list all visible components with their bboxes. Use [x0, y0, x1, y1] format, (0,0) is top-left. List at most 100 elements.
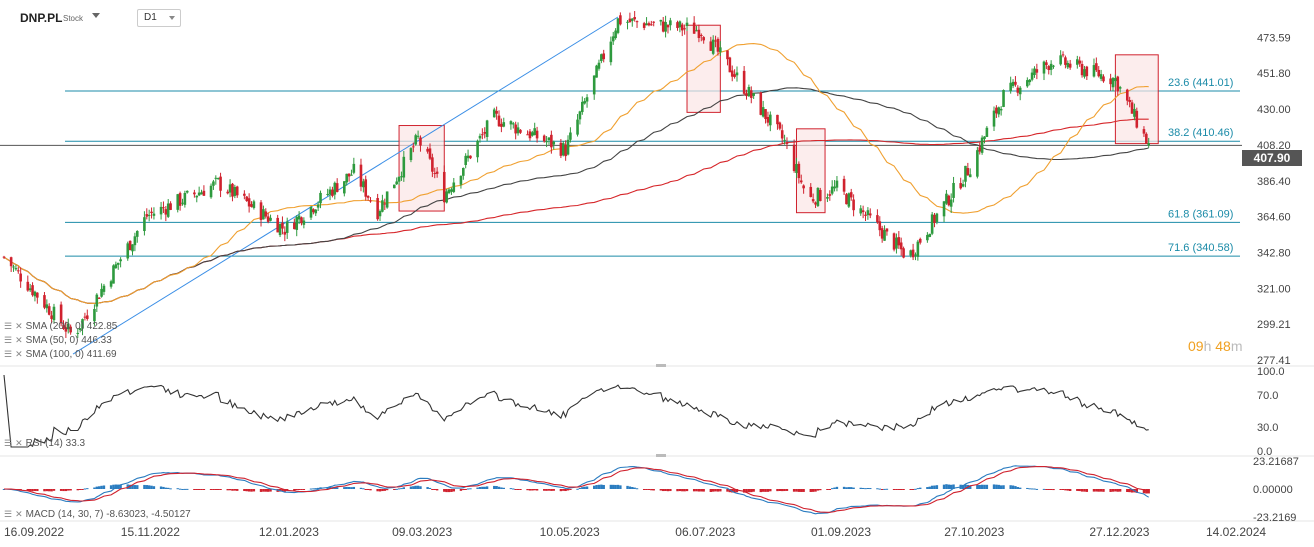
macd-histogram-bar	[52, 488, 56, 491]
macd-histogram-bar	[583, 486, 586, 489]
close-icon[interactable]: ✕	[15, 320, 23, 331]
macd-histogram-bar	[112, 484, 115, 489]
macd-histogram-bar	[250, 488, 253, 492]
close-icon[interactable]: ✕	[15, 334, 23, 345]
candle-body	[1133, 108, 1136, 117]
indicator-legend-sma200[interactable]: ☰ ✕ SMA (200, 0) 422.85	[4, 320, 117, 332]
indicator-legend-macd[interactable]: ☰ ✕ MACD (14, 30, 7) -8.63023, -4.50127	[4, 508, 191, 520]
panel-resize-handle[interactable]	[656, 454, 666, 457]
settings-icon[interactable]: ☰	[4, 348, 13, 359]
candle-body	[581, 101, 584, 113]
macd-histogram-bar	[1030, 488, 1034, 490]
macd-histogram-bar	[231, 488, 234, 491]
macd-histogram-bar	[514, 488, 517, 490]
macd-histogram-bar	[902, 488, 905, 490]
panel-resize-handle[interactable]	[656, 364, 666, 367]
macd-histogram-bar	[67, 488, 70, 491]
candle-body	[495, 110, 498, 114]
candle-body	[916, 241, 920, 257]
candle-body	[352, 163, 356, 173]
candle-body	[50, 315, 53, 319]
fibonacci-level-label: 71.6 (340.58)	[1168, 242, 1233, 254]
candle-body	[745, 93, 748, 97]
macd-histogram-bar	[226, 488, 229, 491]
macd-histogram-bar	[352, 486, 356, 489]
candle-body	[145, 214, 149, 217]
macd-histogram-bar	[343, 487, 346, 489]
macd-histogram-bar	[45, 488, 49, 492]
candle-body	[835, 180, 839, 188]
macd-histogram-bar	[781, 488, 784, 492]
settings-icon[interactable]: ☰	[4, 334, 13, 345]
macd-histogram-bar	[497, 486, 501, 489]
macd-histogram-bar	[1085, 488, 1089, 492]
macd-histogram-bar	[595, 485, 598, 489]
close-icon[interactable]: ✕	[15, 348, 23, 359]
close-icon[interactable]: ✕	[15, 508, 23, 519]
macd-histogram-bar	[535, 488, 539, 491]
candle-body	[619, 15, 622, 25]
macd-histogram-bar	[642, 488, 646, 490]
indicator-legend-sma100[interactable]: ☰ ✕ SMA (100, 0) 411.69	[4, 348, 117, 360]
macd-histogram-bar	[1147, 488, 1150, 494]
macd-histogram-bar	[581, 487, 584, 489]
candle-body	[752, 93, 755, 96]
candle-body	[1092, 65, 1096, 77]
timeframe-select[interactable]: D1	[137, 9, 181, 27]
candle-body	[335, 183, 339, 192]
candle-body	[776, 114, 779, 125]
rsi-axis-tick-label: 70.0	[1257, 390, 1278, 402]
settings-icon[interactable]: ☰	[4, 437, 13, 448]
countdown-minutes-unit: m	[1230, 338, 1243, 354]
candle-body	[395, 181, 398, 185]
settings-icon[interactable]: ☰	[4, 320, 13, 331]
candle-body	[483, 132, 487, 134]
timeframe-label: D1	[144, 12, 157, 23]
candle-body	[578, 111, 582, 120]
macd-histogram-bar	[1111, 488, 1115, 492]
countdown-hours: 09	[1188, 338, 1204, 354]
macd-histogram-bar	[961, 484, 965, 489]
macd-histogram-bar	[466, 488, 470, 490]
macd-histogram-bar	[766, 488, 770, 492]
macd-histogram-bar	[300, 488, 303, 490]
macd-histogram-bar	[528, 488, 532, 491]
macd-histogram-bar	[402, 487, 406, 489]
candle-body	[247, 198, 251, 207]
candle-body	[1014, 81, 1017, 85]
candle-body	[542, 135, 546, 142]
candle-body	[1018, 87, 1022, 95]
macd-histogram-bar	[726, 488, 729, 492]
macd-histogram-bar	[852, 487, 855, 489]
candle-body	[550, 134, 553, 148]
macd-histogram-bar	[500, 487, 503, 489]
candle-body	[711, 39, 715, 54]
candle-body	[302, 220, 306, 225]
macd-histogram-bar	[526, 488, 529, 491]
candle-body	[1078, 60, 1081, 64]
close-icon[interactable]: ✕	[15, 437, 23, 448]
candle-body	[716, 38, 720, 52]
candle-body	[152, 213, 156, 216]
macd-histogram-bar	[95, 486, 99, 489]
macd-histogram-bar	[850, 487, 853, 489]
candle-body	[545, 141, 548, 143]
indicator-label: SMA (200, 0) 422.85	[25, 320, 118, 332]
candle-body	[126, 243, 130, 259]
indicator-legend-rsi[interactable]: ☰ ✕ RSI (14) 33.3	[4, 437, 85, 449]
macd-histogram-bar	[597, 484, 601, 489]
settings-icon[interactable]: ☰	[4, 508, 13, 519]
candle-body	[69, 326, 72, 333]
candle-body	[2, 256, 6, 258]
macd-histogram-bar	[1011, 485, 1015, 489]
macd-histogram-bar	[883, 488, 886, 490]
macd-histogram-bar	[243, 488, 246, 492]
candle-body	[78, 328, 82, 330]
macd-histogram-bar	[543, 488, 546, 491]
candle-body	[935, 213, 939, 222]
symbol-dropdown-icon[interactable]	[92, 13, 100, 18]
indicator-legend-sma50[interactable]: ☰ ✕ SMA (50, 0) 446.33	[4, 334, 112, 346]
macd-histogram-bar	[764, 488, 767, 492]
candle-body	[769, 114, 772, 126]
